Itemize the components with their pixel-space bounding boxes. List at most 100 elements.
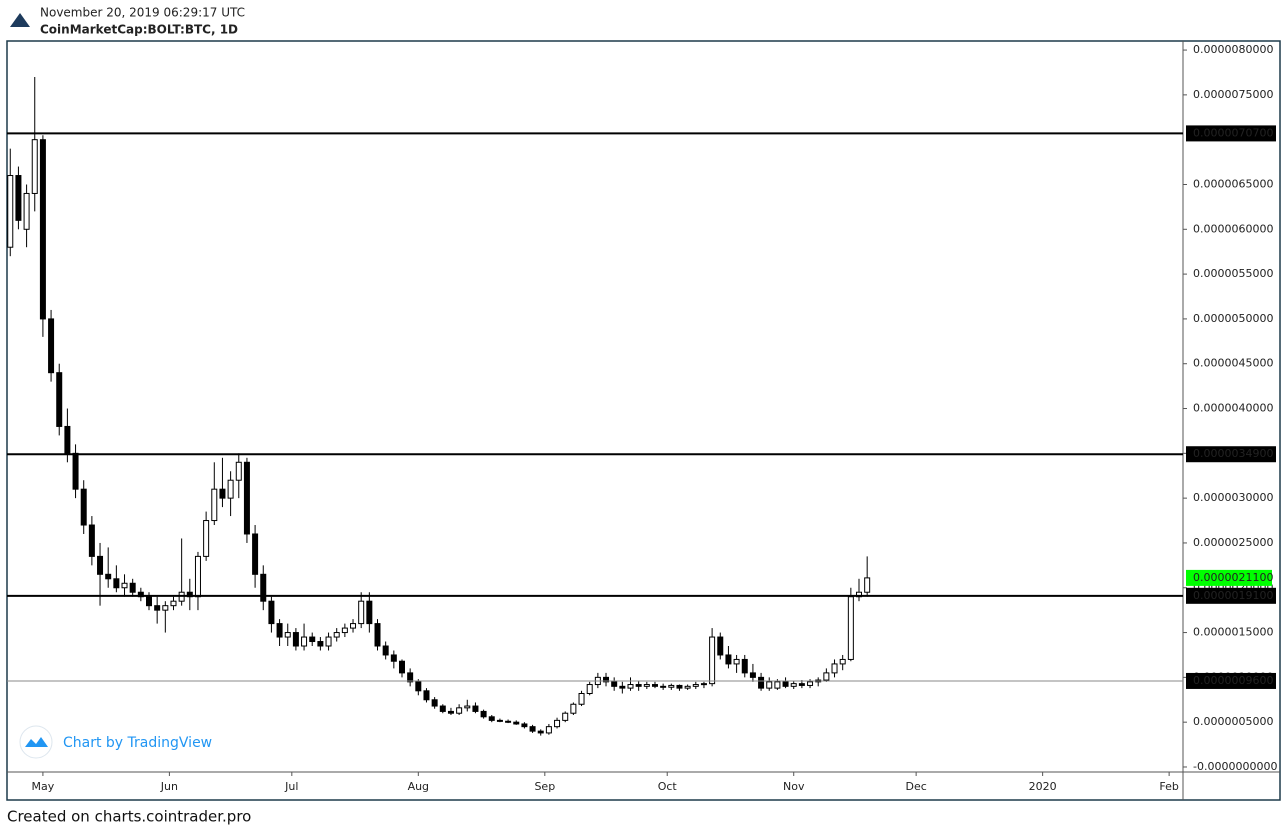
candle-body [154, 605, 161, 611]
x-tick-label: May [32, 780, 55, 793]
candle-body [480, 710, 487, 718]
candle-body [48, 318, 55, 374]
level-badge [1186, 587, 1276, 604]
level-badge [1186, 125, 1276, 142]
tv-logo [25, 737, 48, 747]
candle-body [374, 623, 381, 647]
candle-body [749, 672, 756, 678]
candle-body [562, 712, 569, 721]
x-tick-label: Nov [783, 780, 805, 793]
candle-body [545, 726, 552, 734]
y-tick-label: 0.0000005000 [1193, 715, 1273, 728]
level-label: 0.0000009600 [1193, 674, 1273, 687]
y-tick-label: 0.0000015000 [1193, 626, 1273, 639]
candle-body [243, 461, 250, 535]
candle-body [505, 720, 512, 723]
candle-body [317, 641, 324, 647]
candle-body [292, 632, 299, 647]
candle-body [325, 636, 332, 647]
candle-body [398, 660, 405, 674]
candle-body [741, 658, 748, 674]
candle-body [382, 645, 389, 656]
candle-body [390, 654, 397, 662]
candle-body [643, 684, 650, 687]
candle-body [129, 582, 136, 593]
candle-body [692, 684, 699, 687]
candle-body [15, 175, 22, 221]
level-label: 0.0000070700 [1193, 126, 1273, 139]
candle-body [790, 683, 797, 687]
candle-body [472, 705, 479, 712]
candle-body [7, 175, 14, 248]
candle-body [146, 596, 153, 607]
candle-body [627, 684, 634, 689]
candle-body [611, 681, 618, 687]
candle-body [807, 681, 814, 686]
candle-body [766, 681, 773, 689]
candle-body [847, 596, 854, 660]
candle-body [439, 705, 446, 712]
candle-body [170, 600, 177, 607]
candle-body [651, 684, 658, 687]
level-label: 0.0000019100 [1193, 589, 1273, 602]
x-tick-label: Sep [534, 780, 555, 793]
candle-body [56, 372, 63, 427]
x-tick-label: Jul [284, 780, 298, 793]
candle-body [831, 663, 838, 674]
candle-body [521, 723, 528, 728]
y-tick-label: 0.0000050000 [1193, 312, 1273, 325]
y-tick-label: 0.0000025000 [1193, 536, 1273, 549]
candle-body [39, 139, 46, 320]
last-price-badge [1186, 569, 1272, 586]
candle-body [72, 452, 79, 490]
x-tick-label: Aug [408, 780, 429, 793]
candle-body [709, 636, 716, 685]
candle-body [162, 605, 169, 611]
candle-body [684, 685, 691, 689]
candle-body [660, 685, 667, 688]
candle-body [488, 716, 495, 721]
candle-body [619, 685, 626, 689]
candle-body [496, 719, 503, 722]
candle-body [407, 672, 414, 683]
level-label: 0.0000034900 [1193, 447, 1273, 460]
candle-body [309, 636, 316, 643]
candle-body [570, 703, 577, 714]
y-tick-label: 0.0000075000 [1193, 88, 1273, 101]
level-badge [1186, 446, 1276, 463]
candle-body [635, 684, 642, 687]
candle-body [105, 573, 112, 580]
candle-body [268, 600, 275, 625]
candle-body [113, 578, 120, 589]
symbol: CoinMarketCap:BOLT:BTC, 1D [40, 23, 238, 37]
candle-body [64, 425, 71, 454]
candle-body [676, 684, 683, 689]
x-tick-label: Jun [160, 780, 178, 793]
candle-body [203, 520, 210, 557]
candle-body [774, 681, 781, 689]
candle-body [219, 488, 226, 499]
footer: Created on charts.cointrader.pro [7, 808, 251, 826]
candle-body [603, 676, 610, 683]
candle-body [586, 684, 593, 694]
candle-body [578, 692, 585, 705]
candle-body [350, 623, 357, 629]
candle-body [366, 600, 373, 625]
y-tick-label: 0.0000065000 [1193, 177, 1273, 190]
candle-body [782, 681, 789, 687]
y-tick-label: -0.0000000000 [1193, 760, 1277, 773]
plot [7, 76, 871, 736]
candle-body [333, 632, 340, 638]
candle-body [758, 676, 765, 689]
candle-body [97, 555, 104, 575]
candle-body [341, 627, 348, 634]
candle-body [227, 479, 234, 499]
candle-body [456, 707, 463, 714]
candle-body [529, 726, 536, 732]
candle-body [668, 684, 675, 688]
candle-body [725, 654, 732, 665]
candle-body [537, 730, 544, 734]
candle-body [121, 582, 128, 589]
